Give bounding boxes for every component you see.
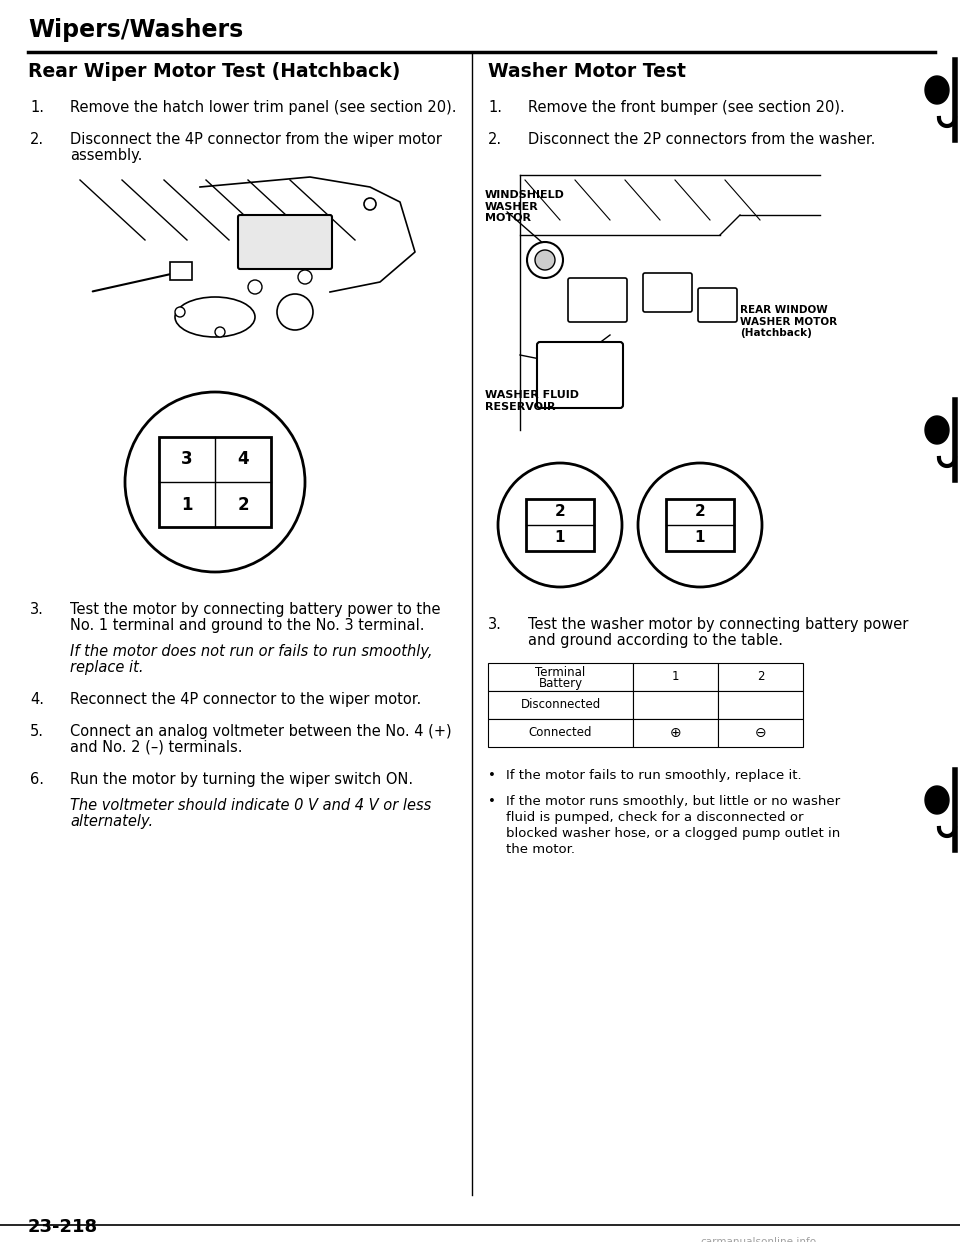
- Text: 1.: 1.: [488, 101, 502, 116]
- Text: If the motor fails to run smoothly, replace it.: If the motor fails to run smoothly, repl…: [506, 769, 802, 782]
- Circle shape: [527, 242, 563, 278]
- Text: 1: 1: [555, 530, 565, 545]
- Text: assembly.: assembly.: [70, 148, 142, 163]
- Text: WASHER FLUID
RESERVOIR: WASHER FLUID RESERVOIR: [485, 390, 579, 411]
- Text: ⊖: ⊖: [755, 727, 766, 740]
- Circle shape: [277, 294, 313, 330]
- Ellipse shape: [175, 297, 255, 337]
- Bar: [488, 663, 633, 691]
- Circle shape: [535, 250, 555, 270]
- Text: Disconnected: Disconnected: [520, 698, 601, 712]
- Text: No. 1 terminal and ground to the No. 3 terminal.: No. 1 terminal and ground to the No. 3 t…: [70, 619, 424, 633]
- Text: fluid is pumped, check for a disconnected or: fluid is pumped, check for a disconnecte…: [506, 811, 804, 823]
- Text: 2.: 2.: [488, 132, 502, 147]
- Text: 23-218: 23-218: [28, 1218, 98, 1236]
- Text: 1.: 1.: [30, 101, 44, 116]
- FancyBboxPatch shape: [643, 273, 692, 312]
- Bar: [488, 691, 633, 719]
- Text: 1: 1: [181, 496, 193, 513]
- FancyBboxPatch shape: [537, 342, 623, 409]
- Circle shape: [498, 463, 622, 587]
- Text: carmanualsonline.info: carmanualsonline.info: [700, 1237, 816, 1242]
- Text: 2: 2: [695, 504, 706, 519]
- Text: and ground according to the table.: and ground according to the table.: [528, 633, 783, 648]
- Bar: [633, 691, 718, 719]
- Text: Battery: Battery: [539, 677, 583, 689]
- Text: the motor.: the motor.: [506, 843, 575, 856]
- Text: 2: 2: [237, 496, 249, 513]
- Text: 3: 3: [181, 451, 193, 468]
- Text: Rear Wiper Motor Test (Hatchback): Rear Wiper Motor Test (Hatchback): [28, 62, 400, 81]
- Text: 6.: 6.: [30, 773, 44, 787]
- Text: 1: 1: [695, 530, 706, 545]
- Text: 3.: 3.: [488, 617, 502, 632]
- Text: 3.: 3.: [30, 602, 44, 617]
- FancyBboxPatch shape: [568, 278, 627, 322]
- Text: ⊕: ⊕: [670, 727, 682, 740]
- Text: 4.: 4.: [30, 692, 44, 707]
- Circle shape: [125, 392, 305, 573]
- Bar: [170, 262, 192, 279]
- Circle shape: [215, 327, 225, 337]
- Circle shape: [364, 197, 376, 210]
- Circle shape: [248, 279, 262, 294]
- Text: Connect an analog voltmeter between the No. 4 (+): Connect an analog voltmeter between the …: [70, 724, 451, 739]
- Bar: [666, 499, 734, 551]
- Text: Reconnect the 4P connector to the wiper motor.: Reconnect the 4P connector to the wiper …: [70, 692, 421, 707]
- Text: 5.: 5.: [30, 724, 44, 739]
- Bar: [159, 437, 271, 527]
- Text: Remove the front bumper (see section 20).: Remove the front bumper (see section 20)…: [528, 101, 845, 116]
- Bar: [526, 499, 594, 551]
- Bar: [718, 663, 803, 691]
- Circle shape: [298, 270, 312, 284]
- Text: 2: 2: [756, 671, 764, 683]
- Text: alternately.: alternately.: [70, 814, 154, 828]
- Bar: [718, 719, 803, 746]
- FancyBboxPatch shape: [238, 215, 332, 270]
- Text: Test the motor by connecting battery power to the: Test the motor by connecting battery pow…: [70, 602, 441, 617]
- Text: 1: 1: [672, 671, 680, 683]
- Text: Run the motor by turning the wiper switch ON.: Run the motor by turning the wiper switc…: [70, 773, 413, 787]
- Text: REAR WINDOW
WASHER MOTOR
(Hatchback): REAR WINDOW WASHER MOTOR (Hatchback): [740, 306, 837, 338]
- Text: •: •: [488, 769, 496, 782]
- Text: Disconnect the 2P connectors from the washer.: Disconnect the 2P connectors from the wa…: [528, 132, 876, 147]
- Text: Disconnect the 4P connector from the wiper motor: Disconnect the 4P connector from the wip…: [70, 132, 442, 147]
- Bar: [633, 719, 718, 746]
- Bar: [718, 691, 803, 719]
- Text: Test the washer motor by connecting battery power: Test the washer motor by connecting batt…: [528, 617, 908, 632]
- Text: Washer Motor Test: Washer Motor Test: [488, 62, 685, 81]
- Polygon shape: [925, 416, 949, 443]
- Text: Terminal: Terminal: [536, 666, 586, 679]
- Bar: [488, 719, 633, 746]
- Text: 2: 2: [555, 504, 565, 519]
- Text: WINDSHIELD
WASHER
MOTOR: WINDSHIELD WASHER MOTOR: [485, 190, 564, 224]
- Bar: [633, 663, 718, 691]
- Circle shape: [638, 463, 762, 587]
- Text: •: •: [488, 795, 496, 809]
- Text: If the motor runs smoothly, but little or no washer: If the motor runs smoothly, but little o…: [506, 795, 840, 809]
- Text: If the motor does not run or fails to run smoothly,: If the motor does not run or fails to ru…: [70, 645, 433, 660]
- Text: blocked washer hose, or a clogged pump outlet in: blocked washer hose, or a clogged pump o…: [506, 827, 840, 840]
- Polygon shape: [925, 786, 949, 814]
- Circle shape: [175, 307, 185, 317]
- Text: The voltmeter should indicate 0 V and 4 V or less: The voltmeter should indicate 0 V and 4 …: [70, 799, 431, 814]
- Text: replace it.: replace it.: [70, 660, 143, 674]
- Text: Remove the hatch lower trim panel (see section 20).: Remove the hatch lower trim panel (see s…: [70, 101, 457, 116]
- FancyBboxPatch shape: [698, 288, 737, 322]
- Text: 4: 4: [237, 451, 249, 468]
- Text: and No. 2 (–) terminals.: and No. 2 (–) terminals.: [70, 740, 243, 755]
- Text: Connected: Connected: [529, 727, 592, 739]
- Text: Wipers/Washers: Wipers/Washers: [28, 17, 243, 42]
- Polygon shape: [925, 76, 949, 104]
- Text: 2.: 2.: [30, 132, 44, 147]
